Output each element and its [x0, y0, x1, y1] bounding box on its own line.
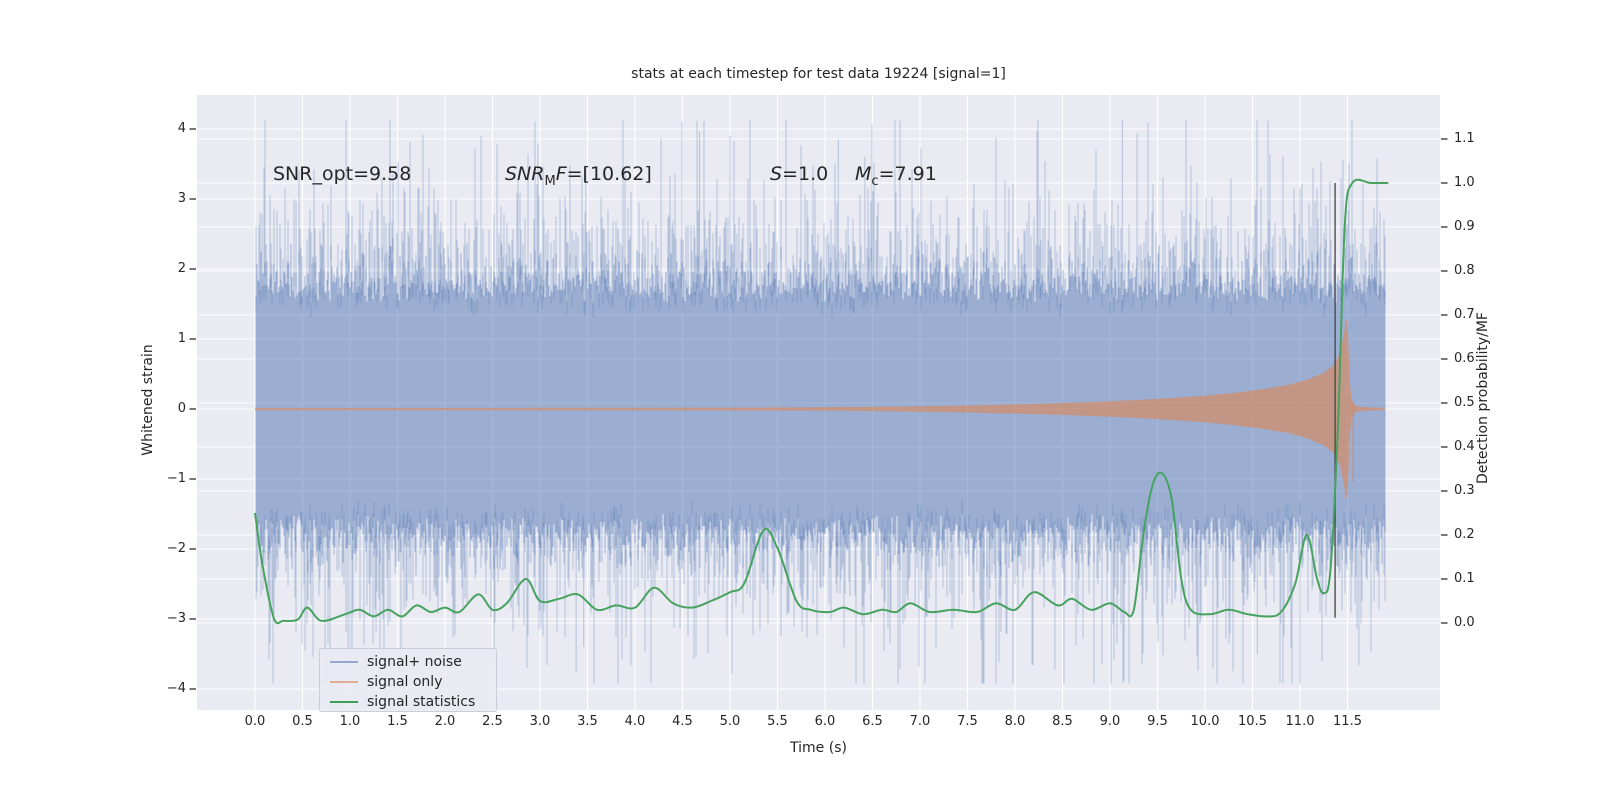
y-tick-marks [189, 128, 1448, 690]
annotation-snr-mf: SNRMF=[10.62] [505, 163, 652, 189]
y-tick-label-right: 0.5 [1454, 395, 1475, 410]
legend-swatch-signal-only [330, 681, 358, 683]
y-tick-label-right: 0.0 [1454, 615, 1475, 630]
y-axis-label-right: Detection probability/MF [1475, 312, 1491, 485]
legend-item-signal-only: signal only [330, 672, 496, 692]
x-tick-label: 2.5 [482, 714, 503, 729]
x-tick-label: 6.0 [814, 714, 836, 729]
legend-item-signal-noise: signal+ noise [330, 652, 496, 672]
y-tick-label-right: 0.2 [1454, 527, 1475, 542]
annotation-mc-value: =7.91 [878, 163, 937, 185]
y-tick-label-right: 0.6 [1454, 351, 1475, 366]
series-signal-only [255, 318, 1385, 500]
y-tick-label-left: 0 [177, 401, 186, 416]
x-tick-label: 10.0 [1190, 714, 1220, 729]
x-tick-label: 0.5 [292, 714, 313, 729]
annotation-snr-mf-sym: SNR [505, 163, 545, 185]
x-tick-label: 7.5 [957, 714, 978, 729]
x-tick-label: 4.0 [624, 714, 646, 729]
x-tick-label: 8.0 [1004, 714, 1026, 729]
y-tick-label-right: 0.3 [1454, 483, 1475, 498]
x-tick-label: 1.0 [339, 714, 361, 729]
legend-item-signal-statistics: signal statistics [330, 692, 496, 712]
x-tick-label: 4.5 [672, 714, 693, 729]
y-tick-label-right: 1.1 [1454, 131, 1475, 146]
y-tick-label-left: −4 [166, 681, 186, 696]
x-tick-label: 10.5 [1238, 714, 1267, 729]
x-tick-label: 0.0 [244, 714, 266, 729]
x-tick-label: 9.5 [1147, 714, 1168, 729]
legend-swatch-signal-statistics [330, 701, 358, 703]
annotation-mc-sym: M [855, 163, 872, 185]
y-tick-label-right: 0.7 [1454, 307, 1475, 322]
y-tick-label-left: −3 [166, 611, 186, 626]
series-signal-statistics [254, 178, 1389, 625]
x-tick-label: 1.5 [387, 714, 408, 729]
y-tick-label-right: 0.9 [1454, 219, 1475, 234]
annotation-snr-mf-value: =[10.62] [566, 163, 652, 185]
x-tick-label: 3.0 [529, 714, 551, 729]
annotation-snr-mf-sym2: F [555, 163, 567, 185]
x-tick-label: 5.0 [719, 714, 741, 729]
y-tick-label-right: 1.0 [1454, 175, 1475, 190]
x-tick-label: 8.5 [1052, 714, 1073, 729]
y-tick-label-left: −1 [166, 471, 186, 486]
y-axis-label-left: Whitened strain [140, 344, 156, 456]
y-tick-label-left: 4 [177, 121, 186, 136]
y-tick-label-right: 0.1 [1454, 571, 1475, 586]
legend-swatch-signal-noise [330, 661, 358, 663]
annotation-mc: Mc=7.91 [855, 163, 937, 189]
y-tick-label-left: 1 [177, 331, 186, 346]
y-tick-label-left: 2 [177, 261, 186, 276]
x-tick-label: 3.5 [577, 714, 598, 729]
chart-title: stats at each timestep for test data 192… [631, 66, 1006, 82]
x-tick-label: 5.5 [767, 714, 788, 729]
annotation-mc-sub: c [871, 173, 879, 189]
x-tick-label: 11.5 [1333, 714, 1362, 729]
legend-label-signal-noise: signal+ noise [367, 654, 462, 670]
x-tick-label: 9.0 [1099, 714, 1121, 729]
x-tick-label: 11.0 [1285, 714, 1315, 729]
annotation-s-value: =1.0 [782, 163, 829, 185]
annotation-s: S=1.0 [770, 163, 828, 185]
legend: signal+ noise signal only signal statist… [319, 648, 497, 712]
legend-label-signal-only: signal only [367, 674, 443, 690]
x-tick-label: 2.0 [434, 714, 456, 729]
y-tick-label-right: 0.4 [1454, 439, 1475, 454]
x-axis-label: Time (s) [790, 740, 847, 756]
annotation-s-sym: S [770, 163, 783, 185]
x-tick-label: 7.0 [909, 714, 931, 729]
y-tick-label-left: 3 [177, 191, 186, 206]
y-tick-label-left: −2 [166, 541, 186, 556]
y-tick-label-right: 0.8 [1454, 263, 1475, 278]
annotation-snr-opt: SNR_opt=9.58 [273, 163, 411, 185]
x-tick-label: 6.5 [862, 714, 883, 729]
series-signal-plus-noise-spikes [255, 119, 1386, 684]
annotation-snr-opt-text: SNR_opt=9.58 [273, 163, 412, 185]
annotation-snr-mf-sub: M [544, 173, 556, 189]
legend-label-signal-statistics: signal statistics [367, 694, 476, 710]
